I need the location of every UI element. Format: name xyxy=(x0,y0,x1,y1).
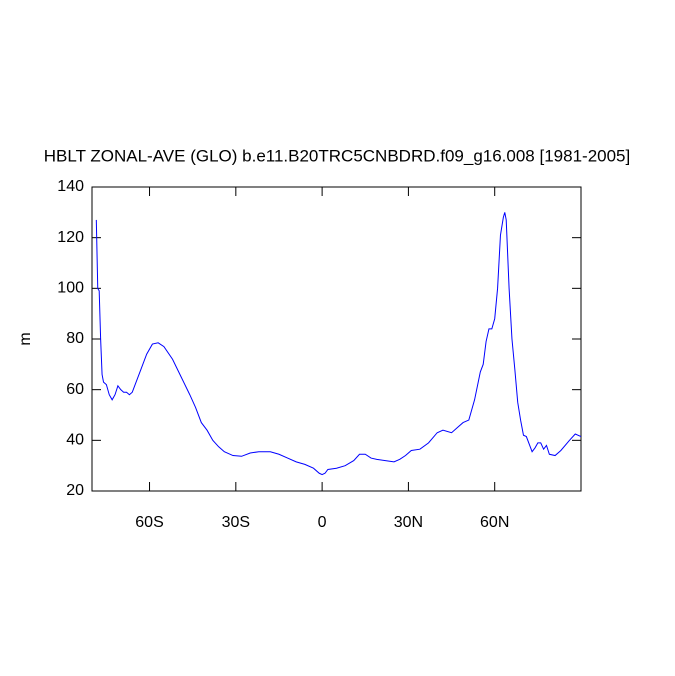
x-tick-label: 60N xyxy=(480,514,509,531)
y-tick-label: 120 xyxy=(57,229,84,246)
y-tick-label: 80 xyxy=(66,330,84,347)
y-tick-label: 140 xyxy=(57,178,84,195)
y-tick-label: 20 xyxy=(66,482,84,499)
x-tick-label: 30S xyxy=(222,514,250,531)
plot-frame xyxy=(91,186,582,492)
chart-title: HBLT ZONAL-AVE (GLO) b.e11.B20TRC5CNBDRD… xyxy=(44,146,630,165)
y-tick-label: 60 xyxy=(66,381,84,398)
x-tick-label: 60S xyxy=(135,514,163,531)
y-tick-label: 40 xyxy=(66,432,84,449)
x-tick-label: 0 xyxy=(318,514,327,531)
data-line xyxy=(95,212,582,476)
y-axis-label: m xyxy=(17,332,34,345)
x-tick-label: 30N xyxy=(394,514,423,531)
y-tick-label: 100 xyxy=(57,280,84,297)
